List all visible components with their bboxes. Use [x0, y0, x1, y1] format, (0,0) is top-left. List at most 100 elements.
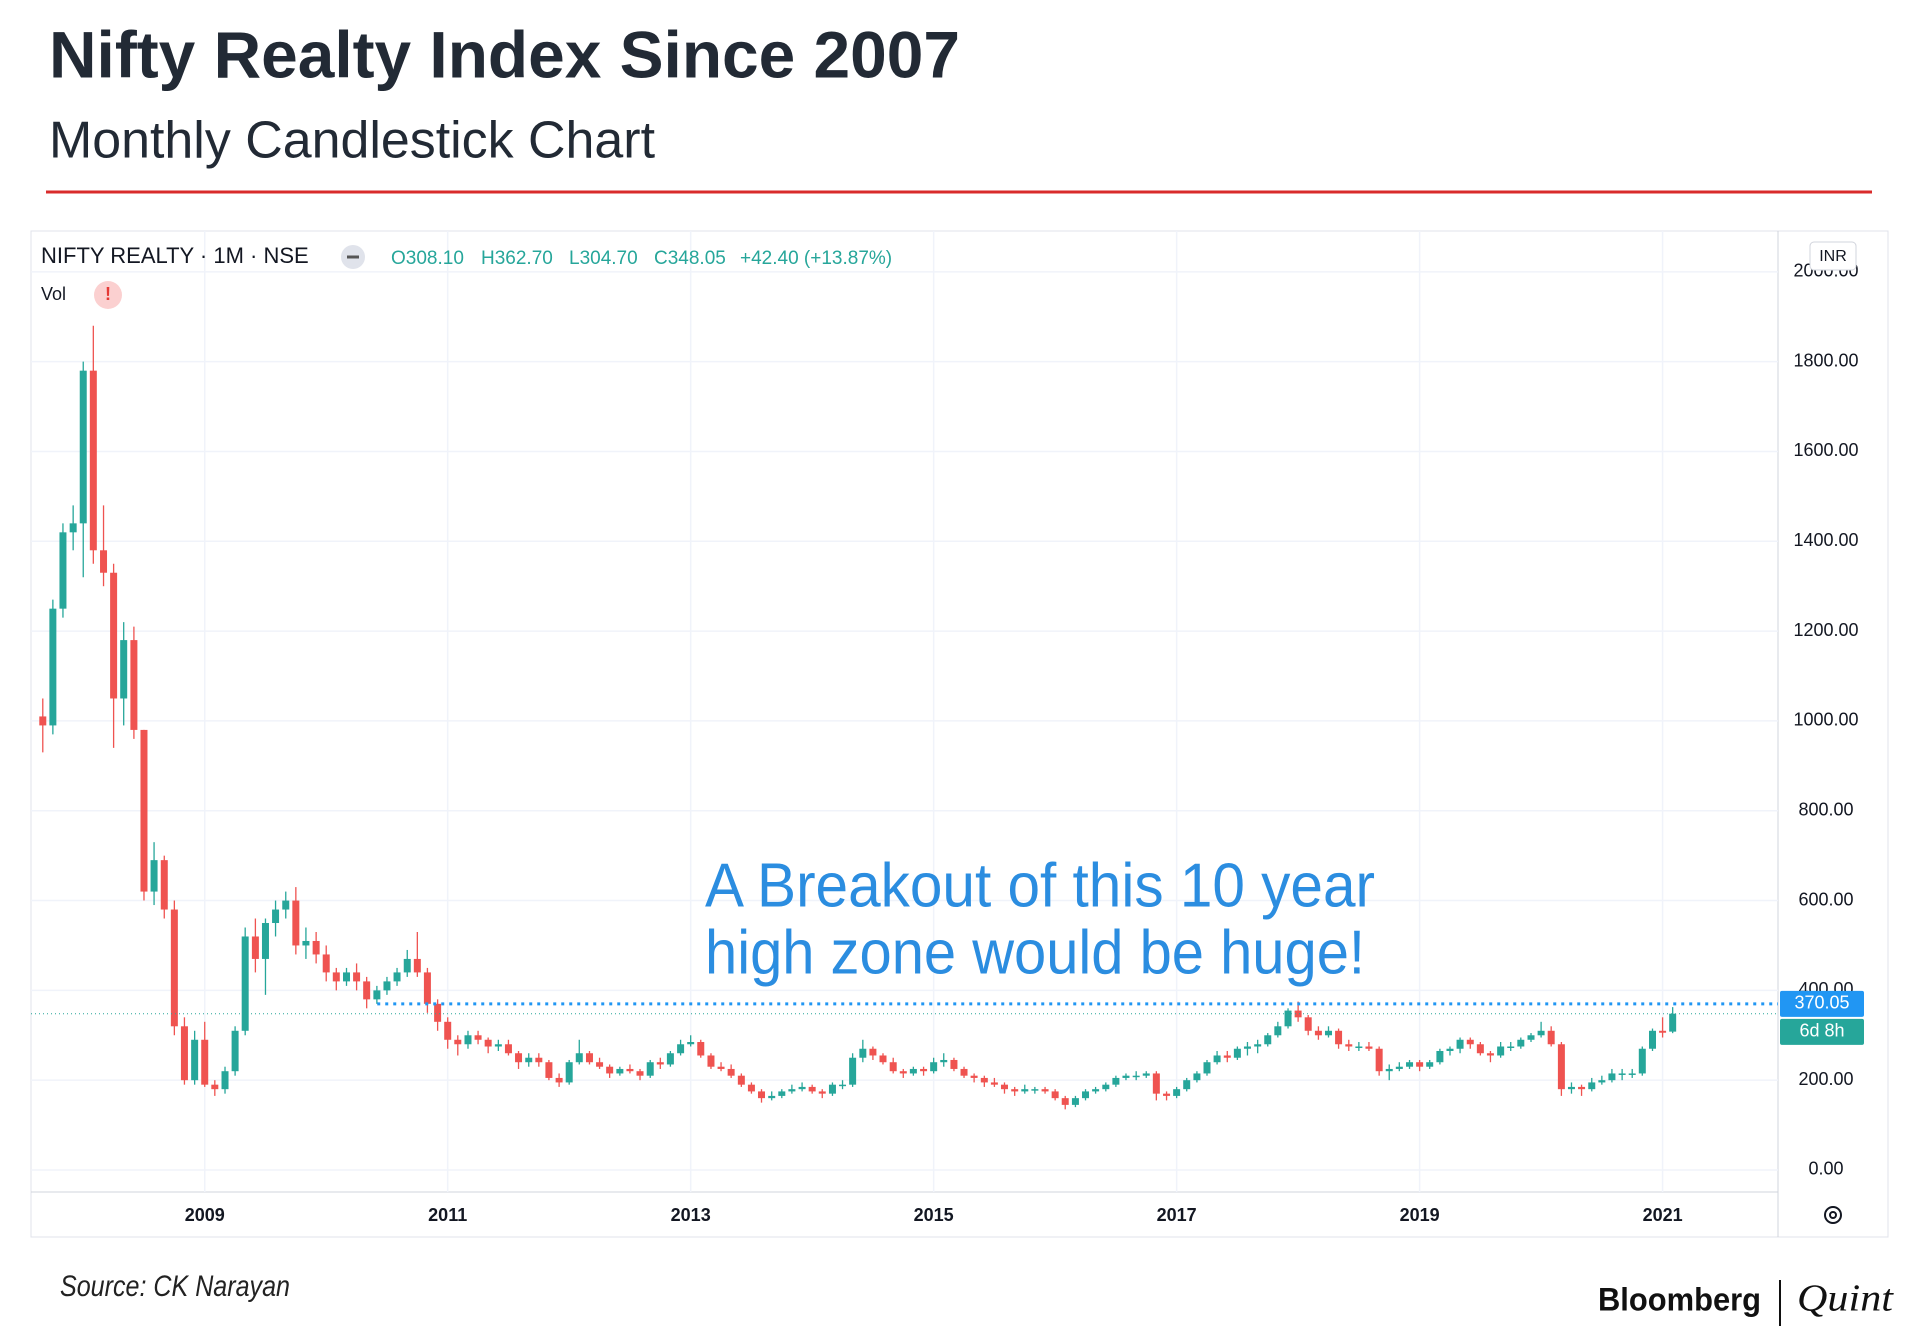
- x-tick-label: 2009: [185, 1205, 225, 1225]
- countdown-label: 6d 8h: [1799, 1021, 1844, 1041]
- candle-body: [1335, 1030, 1343, 1045]
- candle-body: [879, 1055, 887, 1063]
- candle-body: [737, 1075, 745, 1085]
- candle-body: [1031, 1089, 1039, 1091]
- brand: Bloomberg: [1598, 1281, 1761, 1317]
- candle-body: [818, 1091, 826, 1094]
- candle-body: [859, 1048, 867, 1058]
- candle-body: [849, 1057, 857, 1085]
- candle-body: [423, 972, 431, 1004]
- candle-body: [1092, 1089, 1100, 1092]
- candle-body: [1294, 1010, 1302, 1018]
- candle-body: [899, 1071, 907, 1074]
- candle-body: [1638, 1048, 1646, 1074]
- volume-alert: !: [105, 284, 111, 304]
- candle-body: [1254, 1044, 1262, 1047]
- candle-body: [727, 1068, 735, 1076]
- legend-value: O308.10: [391, 248, 464, 269]
- candle-body: [808, 1086, 816, 1092]
- candle-body: [464, 1035, 472, 1045]
- candle-body: [940, 1059, 948, 1063]
- y-tick-label: 200.00: [1798, 1069, 1853, 1089]
- candle-body: [1416, 1062, 1424, 1067]
- volume-alert-badge[interactable]: [94, 281, 122, 309]
- candle-body: [980, 1077, 988, 1083]
- gear-ring: [1824, 1206, 1842, 1224]
- title: Nifty Realty Index Since 2007: [49, 17, 960, 91]
- candle-body: [1466, 1039, 1474, 1045]
- candle-body: [1608, 1073, 1616, 1081]
- candle-body: [585, 1053, 593, 1063]
- candle-body: [211, 1084, 219, 1090]
- legend-value: C348.05: [654, 248, 726, 269]
- candle-body: [180, 1026, 188, 1081]
- candle-body: [828, 1084, 836, 1094]
- y-tick-label: 1000.00: [1793, 710, 1858, 730]
- candle-body: [100, 550, 108, 573]
- candles: [39, 325, 1677, 1110]
- currency: INR: [1819, 248, 1847, 265]
- candle-body: [1618, 1073, 1626, 1075]
- candle-body: [332, 972, 340, 982]
- candle-body: [778, 1091, 786, 1096]
- candle-body: [1527, 1035, 1535, 1040]
- candle-body: [1183, 1080, 1191, 1090]
- candle-body: [1213, 1055, 1221, 1063]
- candle-body: [302, 940, 310, 946]
- candle-body: [504, 1044, 512, 1054]
- source: Source: CK Narayan: [60, 1270, 290, 1303]
- candle-body: [322, 954, 330, 973]
- candle-body: [191, 1039, 199, 1081]
- candle-body: [616, 1068, 624, 1074]
- candle-body: [494, 1044, 502, 1047]
- candle-body: [1456, 1039, 1464, 1049]
- candle-body: [251, 936, 259, 959]
- x-tick-label: 2021: [1643, 1205, 1683, 1225]
- candle-body: [1588, 1082, 1596, 1090]
- candle-body: [1122, 1075, 1130, 1078]
- candle-body: [930, 1062, 938, 1072]
- x-tick-label: 2015: [914, 1205, 954, 1225]
- y-tick-label: 600.00: [1798, 889, 1853, 909]
- currency-box[interactable]: [1809, 241, 1857, 271]
- candle-body: [535, 1057, 543, 1063]
- candle-body: [1567, 1086, 1575, 1090]
- candle-body: [717, 1066, 725, 1069]
- candle-body: [474, 1035, 482, 1040]
- legend-value: H362.70: [481, 248, 553, 269]
- candle-body: [1486, 1053, 1494, 1056]
- price-tag-label: 370.05: [1794, 993, 1849, 1013]
- candle-body: [363, 981, 371, 1000]
- candle-body: [1000, 1084, 1008, 1090]
- candle-body: [636, 1071, 644, 1076]
- y-tick-label: 0.00: [1808, 1159, 1843, 1179]
- candle-body: [39, 716, 47, 726]
- candle-body: [1375, 1048, 1383, 1072]
- candle-body: [1324, 1030, 1332, 1036]
- candle-body: [565, 1062, 573, 1083]
- candle-body: [1011, 1089, 1019, 1092]
- candle-body: [1223, 1055, 1231, 1058]
- candle-body: [434, 1003, 442, 1022]
- candle-body: [282, 900, 290, 910]
- candle-body: [261, 923, 269, 959]
- settings-icon[interactable]: [1824, 1206, 1842, 1224]
- candle-body: [697, 1042, 705, 1056]
- candle-body: [839, 1084, 847, 1087]
- candle-body: [677, 1044, 685, 1054]
- countdown-tag: [1780, 1018, 1864, 1045]
- candle-body: [79, 370, 87, 524]
- candle-body: [1365, 1046, 1373, 1049]
- candle-body: [140, 729, 148, 892]
- candle-body: [1233, 1048, 1241, 1058]
- candle-body: [1112, 1077, 1120, 1085]
- candle-body: [1193, 1073, 1201, 1081]
- candle-body: [869, 1048, 877, 1056]
- candle-body: [1314, 1030, 1322, 1036]
- candle-body: [59, 532, 67, 609]
- candle-body: [1345, 1044, 1353, 1047]
- candle-body: [343, 972, 351, 982]
- candle-body: [393, 972, 401, 982]
- candle-body: [1497, 1046, 1505, 1056]
